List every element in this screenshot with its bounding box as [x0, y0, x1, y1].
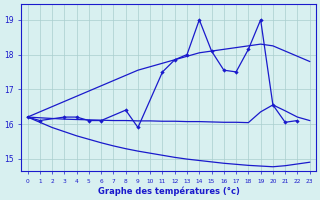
X-axis label: Graphe des températures (°c): Graphe des températures (°c): [98, 186, 240, 196]
